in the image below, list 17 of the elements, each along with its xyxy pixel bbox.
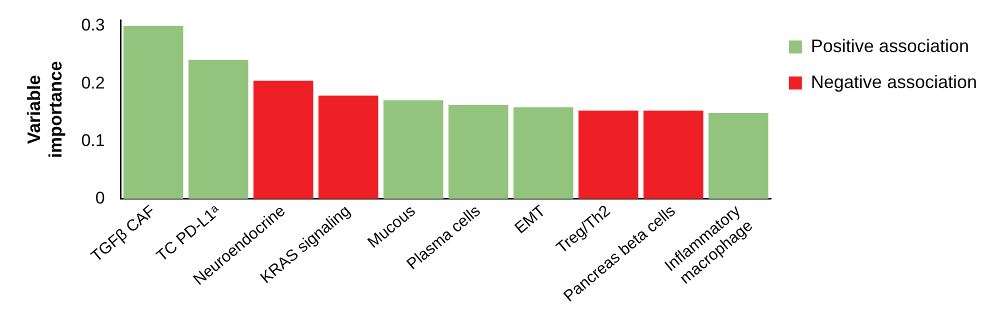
legend-label: Positive association	[810, 36, 969, 56]
y-tick-label: 0.2	[81, 73, 105, 92]
bar	[578, 110, 638, 199]
bar	[383, 100, 444, 199]
bar	[318, 96, 378, 199]
bar	[188, 60, 248, 199]
bar	[448, 104, 508, 199]
bar	[643, 110, 704, 199]
y-axis-title: Variable importance	[24, 61, 66, 158]
bar	[708, 112, 768, 199]
y-tick-label: 0.3	[81, 16, 105, 35]
legend-label: Negative association	[810, 72, 978, 92]
bar	[253, 80, 314, 199]
y-tick-label: 0	[95, 188, 105, 208]
bar	[513, 107, 574, 199]
y-tick-label: 0.1	[81, 130, 105, 150]
bar	[123, 26, 184, 199]
